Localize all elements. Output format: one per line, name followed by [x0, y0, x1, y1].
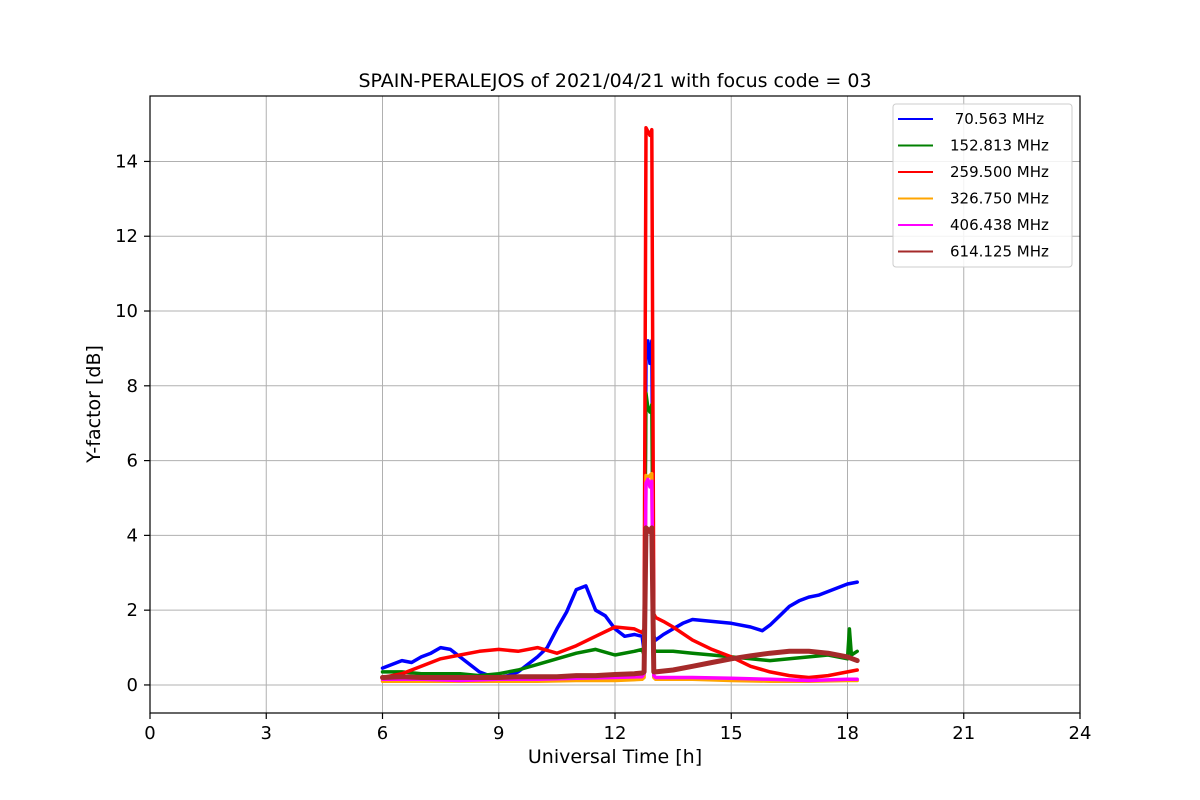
y-axis-ticks: 0 2 4 6 8 10 12 14	[115, 151, 150, 696]
legend-label-3: 259.500 MHz	[950, 163, 1049, 181]
legend-box	[892, 103, 1073, 268]
y-tick-label: 10	[115, 301, 138, 322]
legend-label-2: 152.813 MHz	[950, 137, 1049, 155]
series-line-3	[380, 126, 859, 680]
y-tick-label: 14	[115, 151, 138, 172]
legend-label-4: 326.750 MHz	[950, 190, 1049, 208]
x-tick-label: 3	[261, 723, 272, 744]
legend-label-6: 614.125 MHz	[950, 243, 1049, 261]
series-line-2	[380, 391, 859, 678]
plot-series-group	[380, 126, 860, 683]
series-line-6	[380, 525, 860, 680]
x-tick-label: 15	[720, 723, 743, 744]
x-tick-label: 18	[836, 723, 859, 744]
legend: 70.563 MHz 152.813 MHz 259.500 MHz 326.750 …	[892, 103, 1073, 268]
y-tick-label: 4	[127, 525, 138, 546]
x-axis-label: Universal Time [h]	[528, 746, 702, 768]
y-tick-label: 2	[127, 600, 138, 621]
x-tick-label: 24	[1069, 723, 1092, 744]
series-line-1	[380, 339, 859, 680]
x-tick-label: 21	[952, 723, 975, 744]
y-tick-label: 8	[127, 376, 138, 397]
y-tick-label: 0	[127, 675, 138, 696]
series-line-4	[380, 471, 859, 683]
x-axis-ticks: 0 3 6 9 12 15 18 21 24	[144, 713, 1091, 744]
x-tick-label: 9	[493, 723, 504, 744]
y-axis-label: Y-factor [dB]	[83, 345, 105, 464]
x-tick-label: 12	[604, 723, 627, 744]
x-tick-label: 0	[144, 723, 155, 744]
x-tick-label: 6	[377, 723, 388, 744]
y-tick-label: 6	[127, 451, 138, 472]
legend-label-1: 70.563 MHz	[950, 110, 1044, 128]
legend-label-5: 406.438 MHz	[950, 216, 1049, 234]
chart-title: SPAIN-PERALEJOS of 2021/04/21 with focus…	[358, 70, 871, 92]
y-tick-label: 12	[115, 226, 138, 247]
